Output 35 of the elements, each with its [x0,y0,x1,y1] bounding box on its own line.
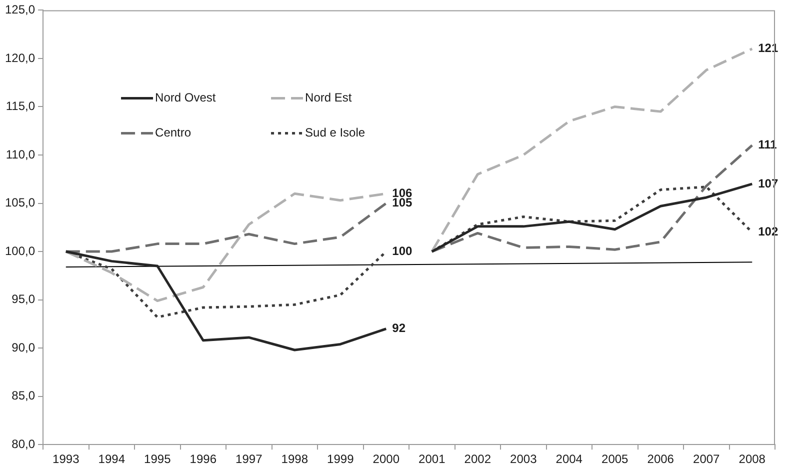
x-tick-label: 1999 [327,452,354,466]
x-tick-label: 2002 [464,452,492,466]
x-tick-label: 2003 [510,452,538,466]
x-tick-label: 2006 [647,452,674,466]
legend-label: Nord Est [305,90,352,105]
x-tick-label: 2007 [693,452,720,466]
x-tick-label: 1995 [144,452,172,466]
x-tick-label: 2004 [556,452,583,466]
y-tick-label: 95,0 [12,292,36,306]
x-tick-label: 2001 [418,452,446,466]
x-tick-label: 1998 [281,452,308,466]
y-tick-label: 85,0 [12,388,36,403]
y-tick-label: 105,0 [5,196,36,210]
y-tick-label: 90,0 [12,340,36,354]
x-tick-label: 2000 [372,452,400,466]
x-tick-label: 1993 [52,452,80,466]
data-label: 100 [392,244,412,258]
x-tick-label: 2005 [602,452,629,466]
data-label: 92 [392,321,406,336]
y-tick-label: 120,0 [5,50,36,65]
line-series [430,48,754,253]
x-tick-label: 1994 [98,452,126,466]
y-tick-label: 100,0 [5,244,36,258]
legend-label: Centro [155,126,192,140]
y-tick-label: 115,0 [6,99,36,114]
line-series [430,144,754,253]
y-tick-label: 80,0 [12,436,36,451]
data-label: 105 [392,196,412,210]
x-tick-label: 1996 [190,452,217,466]
y-tick-label: 125,0 [5,2,36,17]
x-tick-label: 2008 [738,452,766,466]
legend-label: Nord Ovest [155,90,216,105]
legend-label: Sud e Isole [305,126,366,140]
y-tick-label: 110,0 [6,147,36,162]
x-tick-label: 1997 [236,452,263,466]
